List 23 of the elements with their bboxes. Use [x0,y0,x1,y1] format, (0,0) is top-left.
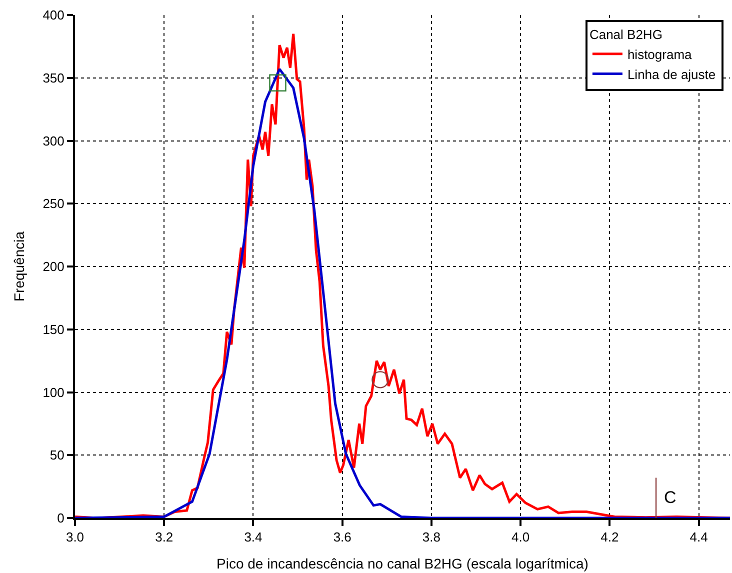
y-tick-label: 400 [42,8,64,23]
y-tick-label: 50 [50,448,64,463]
x-tick-label: 3.4 [244,530,262,545]
y-tick-label: 200 [42,259,64,274]
x-axis-title: Pico de incandescência no canal B2HG (escala logarítmica) [216,555,588,572]
x-tick-label: 3.0 [66,530,84,545]
y-tick-label: 300 [42,133,64,148]
y-tick-label: 0 [57,510,64,526]
x-tick-label: 3.2 [155,530,174,545]
x-tick-label: 4.4 [690,530,708,545]
y-axis-title: Frequência [10,231,27,302]
y-tick-label: 350 [42,70,64,86]
legend-label: histograma [627,46,693,62]
x-tick-label: 3.6 [333,530,352,545]
legend-label: Linha de ajuste [627,66,716,82]
y-tick-label: 150 [42,322,64,337]
x-tick-label: 3.8 [422,530,440,545]
ref-line-label: C [664,488,676,507]
y-tick-label: 100 [42,384,64,400]
y-tick-label: 250 [42,196,64,212]
x-tick-label: 4.0 [512,530,530,545]
x-tick-label: 4.2 [600,530,619,545]
legend-title: Canal B2HG [589,26,662,42]
